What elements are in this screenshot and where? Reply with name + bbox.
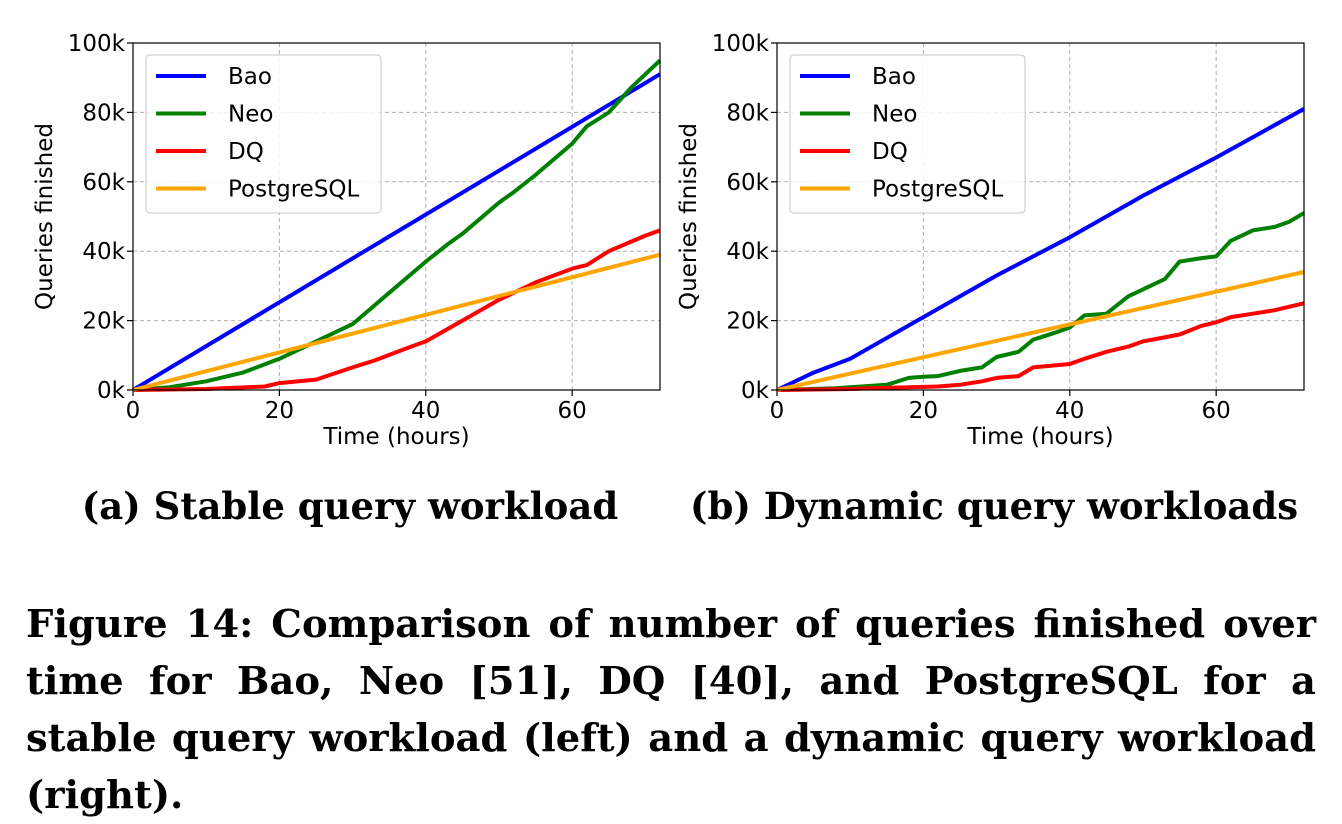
x-tick-label: 60	[558, 398, 587, 424]
series-line-dq	[776, 301, 1305, 392]
legend-label-neo: Neo	[228, 102, 273, 128]
y-tick-label: 80k	[726, 100, 769, 126]
y-tick-label: 20k	[82, 309, 125, 335]
series-line-dq	[132, 228, 661, 392]
y-axis-label: Queries finished	[32, 123, 58, 310]
y-tick-label: 60k	[726, 170, 769, 196]
series-line-postgresql	[132, 252, 661, 392]
x-tick-label: 60	[1202, 398, 1231, 424]
subcaption-a: (a) Stable query workload	[81, 484, 619, 528]
x-axis-label: Time (hours)	[322, 424, 469, 450]
plot-frame	[776, 42, 1305, 391]
chart-svg: 0 20 40 60 0k 20k 40k 60k 80k 100k Time (hours) Que…	[676, 31, 1306, 450]
y-axis-label: Queries finished	[676, 123, 702, 310]
series-line-neo	[132, 58, 662, 392]
chart-stable-workload: 0 20 40 60 0k 20k 40k 60k 80k 100k Time (hours) Que…	[0, 0, 671, 470]
x-tick-label: 20	[265, 398, 294, 424]
y-tick-label: 100k	[712, 31, 770, 57]
y-tick-label: 20k	[726, 309, 769, 335]
y-tick-label: 100k	[68, 31, 126, 57]
y-tick-label: 80k	[82, 100, 125, 126]
legend-box	[789, 54, 1026, 214]
x-tick-label: 40	[1055, 398, 1084, 424]
legend-label-postgresql: PostgreSQL	[228, 177, 360, 203]
x-tick-label: 0	[770, 398, 785, 424]
chart-svg: 0 20 40 60 0k 20k 40k 60k 80k 100k Time (hours) Que…	[32, 31, 662, 450]
series-line-bao	[131, 72, 662, 392]
legend-label-dq: DQ	[228, 139, 264, 165]
plot-frame	[132, 42, 661, 391]
x-tick-label: 0	[126, 398, 141, 424]
series-line-postgresql	[776, 270, 1305, 392]
legend-label-bao: Bao	[228, 64, 272, 90]
y-tick-label: 40k	[82, 239, 125, 265]
figure-caption: Figure 14: Comparison of number of queri…	[26, 602, 1316, 818]
legend-label-neo: Neo	[872, 102, 917, 128]
x-axis-label: Time (hours)	[966, 424, 1113, 450]
chart-dynamic-workload: 0 20 40 60 0k 20k 40k 60k 80k 100k Time (hours) Que…	[644, 0, 1315, 470]
subcaption-b: (b) Dynamic query workloads	[690, 484, 1299, 528]
legend-label-postgresql: PostgreSQL	[872, 177, 1004, 203]
legend-label-dq: DQ	[872, 139, 908, 165]
legend-box	[145, 54, 382, 214]
legend-label-bao: Bao	[872, 64, 916, 90]
y-tick-label: 60k	[82, 170, 125, 196]
y-tick-label: 0k	[97, 378, 126, 404]
series-line-bao	[776, 107, 1305, 392]
x-tick-label: 40	[411, 398, 440, 424]
x-tick-label: 20	[909, 398, 938, 424]
y-tick-label: 40k	[726, 239, 769, 265]
y-tick-label: 0k	[741, 378, 770, 404]
series-line-neo	[776, 211, 1306, 392]
